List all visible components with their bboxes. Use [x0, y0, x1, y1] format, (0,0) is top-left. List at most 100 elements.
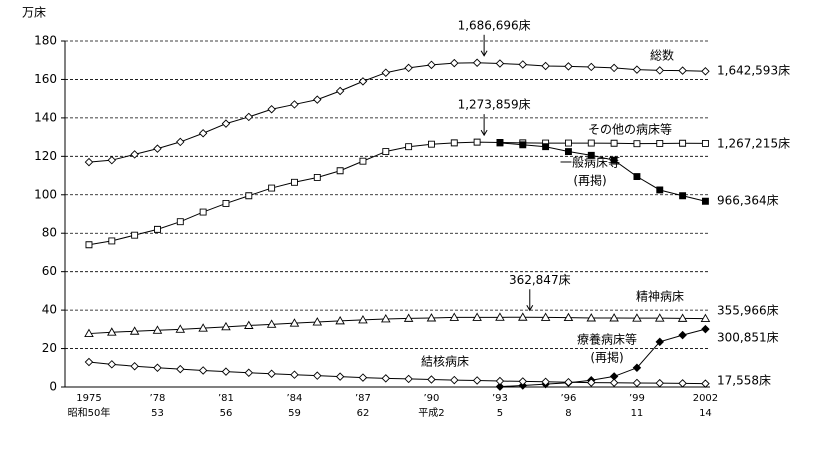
marker [84, 157, 94, 167]
marker [107, 155, 117, 165]
marker [107, 327, 117, 336]
marker [221, 367, 231, 376]
marker [245, 192, 253, 200]
marker [313, 95, 322, 104]
marker [678, 379, 687, 388]
marker [656, 140, 664, 147]
marker [129, 326, 140, 335]
y-tick-label: 40 [42, 303, 57, 317]
marker [291, 178, 298, 186]
x-tick-label: ’96 [560, 393, 576, 404]
marker [450, 375, 459, 385]
marker [403, 313, 414, 322]
x-tick-label: ’87 [355, 393, 371, 404]
y-tick-label: 60 [42, 264, 57, 278]
marker [152, 325, 163, 334]
marker [701, 324, 710, 334]
x-tick-sublabel: 5 [497, 408, 503, 419]
annotation-arrowhead [480, 50, 488, 57]
marker [267, 105, 276, 114]
x-tick-label: ’81 [218, 393, 234, 404]
series-line [88, 62, 706, 163]
annotation-arrowhead [526, 304, 534, 312]
marker [654, 313, 665, 322]
series-label: 総数 [650, 48, 674, 63]
series-label: その他の病床等 [588, 122, 672, 137]
y-tick-label: 20 [42, 341, 57, 355]
x-tick-sublabel: 14 [699, 408, 712, 419]
annotation-arrowhead [480, 129, 488, 137]
x-tick-label: ’93 [492, 393, 508, 404]
marker [313, 174, 321, 181]
marker [518, 312, 528, 321]
marker [405, 143, 413, 151]
marker [289, 318, 300, 327]
y-tick-label: 160 [34, 72, 57, 86]
series-note: (再掲) [590, 350, 623, 365]
marker [153, 144, 162, 153]
x-tick-sublabel: 56 [220, 408, 233, 419]
marker [495, 376, 505, 386]
y-tick-label: 180 [34, 34, 57, 48]
annotation: 1,686,696床 [458, 18, 531, 32]
marker [450, 139, 458, 147]
marker [656, 186, 664, 194]
marker [632, 378, 642, 388]
marker [358, 315, 368, 324]
marker [290, 100, 299, 109]
marker [564, 377, 573, 387]
marker [449, 312, 460, 321]
marker [84, 328, 94, 338]
marker [268, 184, 276, 192]
marker [496, 139, 504, 147]
marker [198, 366, 208, 375]
marker [335, 315, 345, 325]
marker [701, 139, 709, 147]
marker [542, 143, 550, 151]
marker [519, 141, 527, 149]
end-label: 966,364床 [717, 194, 779, 208]
end-label: 300,851床 [717, 331, 779, 345]
marker [222, 199, 230, 207]
end-label: 1,642,593床 [717, 64, 790, 78]
x-tick-sublabel: 53 [151, 408, 164, 419]
marker [336, 167, 344, 175]
series-note: (再掲) [573, 173, 606, 188]
marker [610, 139, 618, 147]
marker [655, 378, 665, 388]
marker [518, 60, 528, 69]
marker [564, 139, 572, 147]
marker [701, 197, 709, 205]
x-tick-sublabel: 8 [565, 408, 571, 419]
marker [450, 58, 459, 68]
marker [130, 150, 139, 159]
marker [312, 317, 323, 326]
marker [678, 66, 687, 75]
marker [472, 376, 482, 385]
x-tick-sublabel: 11 [631, 408, 644, 419]
marker [632, 65, 642, 74]
marker [609, 378, 619, 388]
unit-label: 万床 [22, 6, 46, 20]
marker [587, 62, 596, 72]
x-tick-label: 1975 [76, 393, 101, 404]
marker [84, 357, 94, 367]
end-label: 17,558床 [717, 374, 771, 388]
marker [404, 63, 413, 73]
marker [266, 319, 277, 328]
marker [633, 140, 641, 148]
marker [335, 372, 345, 381]
marker [472, 312, 482, 321]
marker [381, 68, 391, 77]
x-tick-label: ’99 [629, 393, 645, 404]
marker [359, 157, 367, 165]
series-label: 一般病床等 [560, 155, 620, 170]
x-tick-label: ’78 [150, 393, 166, 404]
marker [610, 156, 618, 164]
marker [655, 337, 665, 347]
y-tick-label: 0 [49, 380, 57, 394]
x-tick-sublabel: 59 [288, 408, 301, 419]
y-tick-label: 100 [34, 187, 57, 201]
marker [198, 129, 208, 138]
